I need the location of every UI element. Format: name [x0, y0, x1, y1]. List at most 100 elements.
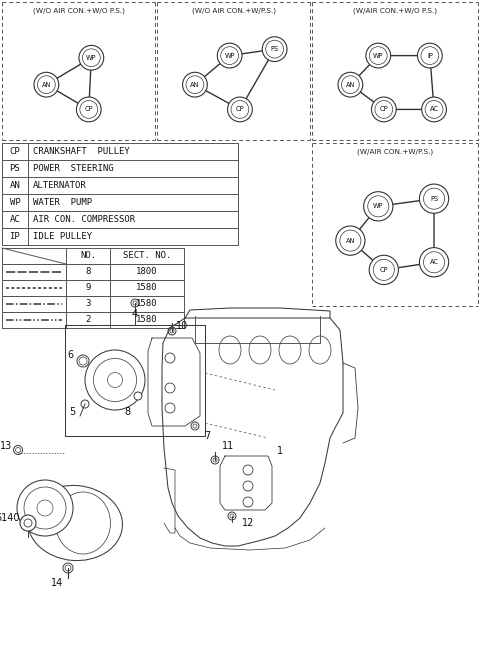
- Text: 5: 5: [69, 407, 75, 417]
- Circle shape: [228, 512, 236, 520]
- Text: 8: 8: [85, 268, 91, 277]
- Text: NO.: NO.: [80, 252, 96, 260]
- Circle shape: [165, 353, 175, 363]
- Circle shape: [134, 392, 142, 400]
- Text: WP: WP: [86, 55, 96, 61]
- Circle shape: [368, 196, 389, 217]
- Circle shape: [421, 97, 446, 122]
- Circle shape: [213, 458, 217, 462]
- Text: 8: 8: [124, 407, 130, 417]
- Circle shape: [364, 192, 393, 221]
- Circle shape: [81, 400, 89, 408]
- Text: 14: 14: [51, 578, 63, 588]
- Text: AC: AC: [430, 106, 439, 113]
- Circle shape: [366, 43, 391, 68]
- Circle shape: [228, 97, 252, 122]
- Circle shape: [341, 76, 360, 94]
- Text: WP: WP: [373, 53, 384, 59]
- Text: 1580: 1580: [136, 316, 158, 324]
- Text: CP: CP: [84, 106, 93, 113]
- Circle shape: [133, 301, 137, 305]
- Circle shape: [418, 43, 442, 68]
- Circle shape: [37, 76, 55, 94]
- Circle shape: [230, 514, 234, 518]
- Circle shape: [165, 383, 175, 393]
- Text: AN: AN: [42, 82, 51, 88]
- Circle shape: [170, 329, 174, 333]
- Circle shape: [165, 403, 175, 413]
- Text: 1800: 1800: [136, 268, 158, 277]
- Text: 1: 1: [277, 446, 283, 456]
- Text: (W/O AIR CON.+W/O P.S.): (W/O AIR CON.+W/O P.S.): [33, 8, 124, 14]
- Text: AN: AN: [190, 82, 200, 88]
- Text: WP: WP: [373, 204, 384, 210]
- Text: 1580: 1580: [136, 299, 158, 308]
- Text: 12: 12: [242, 518, 254, 528]
- Text: SECT. NO.: SECT. NO.: [123, 252, 171, 260]
- Text: 11: 11: [222, 441, 234, 451]
- Text: CP: CP: [380, 106, 388, 113]
- Text: IDLE PULLEY: IDLE PULLEY: [33, 232, 92, 241]
- Text: 2: 2: [85, 316, 91, 324]
- Circle shape: [37, 500, 53, 516]
- Circle shape: [13, 445, 23, 455]
- Circle shape: [168, 327, 176, 335]
- Circle shape: [79, 45, 104, 70]
- Circle shape: [369, 47, 387, 65]
- Circle shape: [369, 255, 398, 285]
- Text: 9: 9: [85, 283, 91, 293]
- Ellipse shape: [56, 492, 110, 554]
- Circle shape: [76, 97, 101, 122]
- Circle shape: [243, 465, 253, 475]
- Circle shape: [15, 447, 21, 453]
- Circle shape: [77, 355, 89, 367]
- Circle shape: [340, 230, 361, 251]
- Text: 1580: 1580: [136, 283, 158, 293]
- Circle shape: [423, 188, 444, 209]
- Circle shape: [186, 76, 204, 94]
- Circle shape: [83, 49, 100, 67]
- Circle shape: [65, 565, 71, 571]
- Text: (W/AIR CON.+W/P.S.): (W/AIR CON.+W/P.S.): [357, 149, 433, 156]
- Circle shape: [338, 72, 363, 97]
- Circle shape: [191, 422, 199, 430]
- Circle shape: [182, 72, 207, 97]
- Circle shape: [420, 184, 449, 214]
- Circle shape: [421, 47, 439, 65]
- Circle shape: [373, 260, 395, 281]
- Circle shape: [85, 350, 145, 410]
- Text: PS: PS: [430, 196, 438, 202]
- Circle shape: [80, 101, 98, 119]
- Text: (W/O AIR CON.+W/P.S.): (W/O AIR CON.+W/P.S.): [192, 8, 276, 14]
- Text: AIR CON. COMPRESSOR: AIR CON. COMPRESSOR: [33, 215, 135, 224]
- Circle shape: [372, 97, 396, 122]
- Text: CP: CP: [380, 267, 388, 273]
- Circle shape: [221, 47, 239, 65]
- Circle shape: [24, 487, 66, 529]
- Circle shape: [24, 519, 32, 527]
- Text: 6: 6: [67, 350, 73, 360]
- Text: 4: 4: [132, 309, 138, 319]
- Text: 10: 10: [176, 321, 188, 331]
- Text: CP: CP: [10, 147, 20, 156]
- Text: PS: PS: [271, 46, 279, 52]
- Circle shape: [375, 101, 393, 119]
- Text: AN: AN: [346, 238, 355, 244]
- Text: ALTERNATOR: ALTERNATOR: [33, 181, 87, 190]
- Text: 7: 7: [204, 431, 210, 441]
- Text: IP: IP: [10, 232, 20, 241]
- Text: 13: 13: [0, 441, 12, 451]
- Circle shape: [423, 252, 444, 273]
- Circle shape: [231, 101, 249, 119]
- Text: WP: WP: [10, 198, 20, 207]
- Circle shape: [243, 481, 253, 491]
- Text: AN: AN: [10, 181, 20, 190]
- Circle shape: [34, 72, 59, 97]
- Text: WP: WP: [224, 53, 235, 59]
- Circle shape: [20, 515, 36, 531]
- Text: WATER  PUMP: WATER PUMP: [33, 198, 92, 207]
- Circle shape: [17, 480, 73, 536]
- Circle shape: [79, 357, 87, 365]
- Circle shape: [217, 43, 242, 68]
- Circle shape: [243, 497, 253, 507]
